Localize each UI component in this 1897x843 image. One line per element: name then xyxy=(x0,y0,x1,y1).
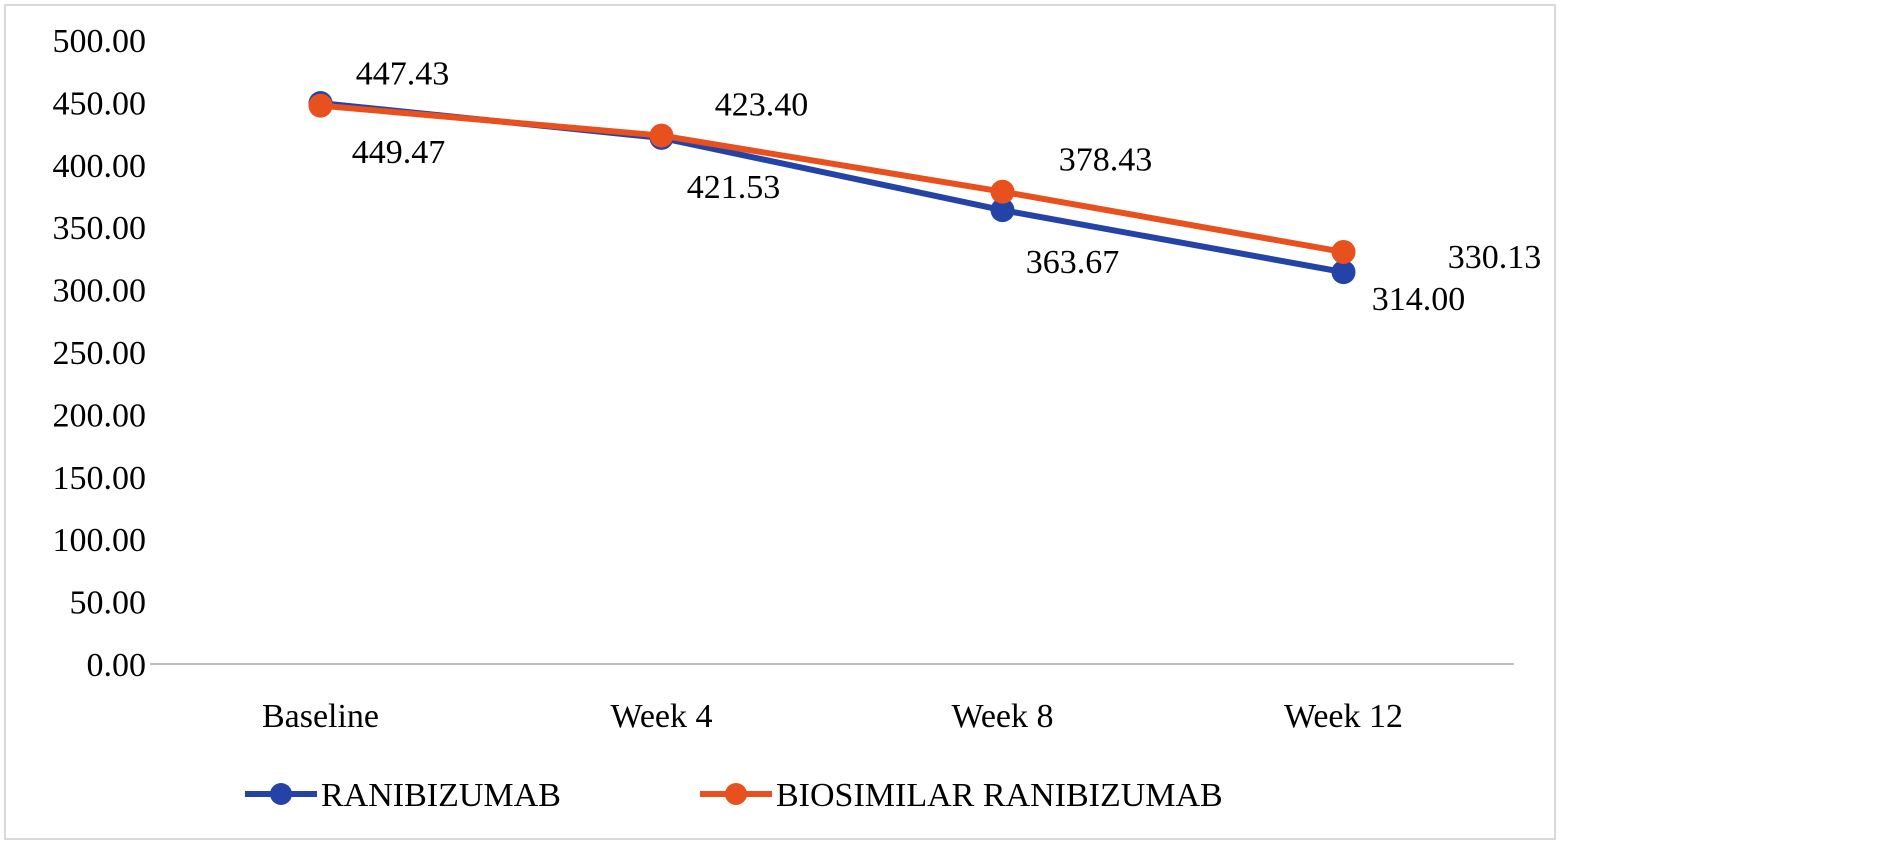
data-label: 330.13 xyxy=(1448,239,1542,276)
x-tick-label: Week 4 xyxy=(610,698,712,735)
data-point xyxy=(990,198,1015,223)
y-tick-label: 50.00 xyxy=(70,585,147,622)
y-tick-label: 100.00 xyxy=(53,522,147,559)
data-label: 423.40 xyxy=(715,87,809,124)
data-point xyxy=(649,123,674,148)
data-label: 363.67 xyxy=(1026,244,1120,281)
x-tick-label: Baseline xyxy=(262,698,379,735)
y-tick-label: 500.00 xyxy=(53,23,147,60)
series-line-1 xyxy=(320,102,1345,255)
data-point xyxy=(990,179,1015,204)
y-tick-label: 450.00 xyxy=(53,85,147,122)
data-point xyxy=(1331,260,1356,285)
chart-frame xyxy=(4,4,1556,840)
data-label: 447.43 xyxy=(356,56,450,93)
y-tick-label: 250.00 xyxy=(53,335,147,372)
y-tick-label: 200.00 xyxy=(53,397,147,434)
y-tick-label: 400.00 xyxy=(53,148,147,185)
data-label: 378.43 xyxy=(1059,142,1153,179)
data-point xyxy=(308,93,333,118)
x-tick-label: Week 12 xyxy=(1284,698,1403,735)
legend-marker xyxy=(725,783,747,805)
data-point xyxy=(1331,239,1356,264)
legend-label: RANIBIZUMAB xyxy=(321,777,561,814)
y-tick-label: 0.00 xyxy=(87,647,147,684)
x-tick-label: Week 8 xyxy=(951,698,1053,735)
data-label: 314.00 xyxy=(1372,281,1466,318)
data-label: 421.53 xyxy=(687,169,781,206)
y-tick-label: 350.00 xyxy=(53,210,147,247)
y-tick-label: 150.00 xyxy=(53,460,147,497)
legend-marker xyxy=(270,783,292,805)
legend-label: BIOSIMILAR RANIBIZUMAB xyxy=(776,777,1223,814)
data-label: 449.47 xyxy=(352,134,446,171)
series-line-0 xyxy=(320,100,1345,276)
y-tick-label: 300.00 xyxy=(53,273,147,310)
